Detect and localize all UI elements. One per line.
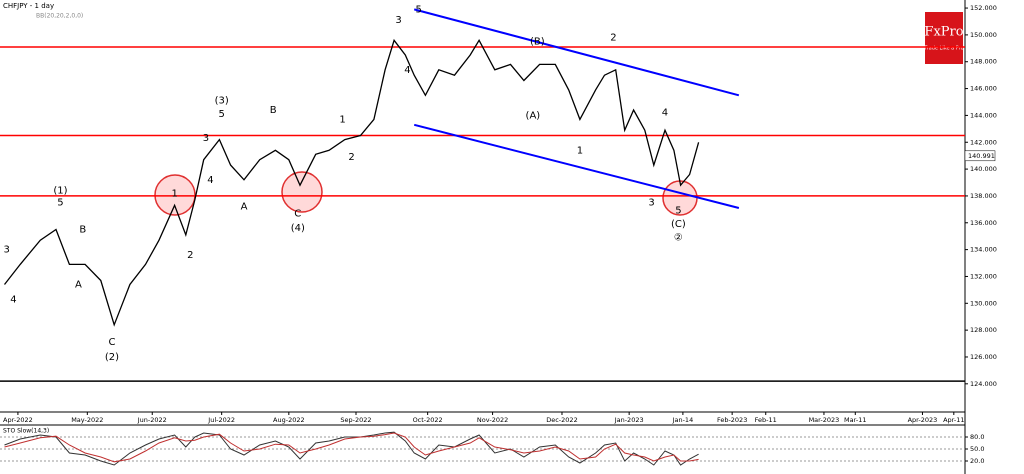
- wave-label: 5: [218, 109, 224, 120]
- series-line: [4, 431, 699, 466]
- last-price-label: 140.991: [968, 152, 995, 160]
- x-tick-label: Feb-11: [755, 416, 777, 424]
- y-tick-label: 144.000: [970, 111, 997, 119]
- wave-label: B: [79, 224, 86, 235]
- channel-line: [413, 8, 740, 97]
- y-tick-label: 152.000: [970, 4, 997, 12]
- y-tick-label: 150.000: [970, 31, 997, 39]
- series-line: [4, 432, 699, 463]
- y-tick-label: 128.000: [970, 326, 997, 334]
- y-tick-label: 80.0: [970, 433, 984, 441]
- x-tick-label: Mar-2023: [809, 416, 840, 424]
- logo-box: [925, 12, 963, 64]
- wave-label: (3): [215, 96, 229, 107]
- wave-label: (2): [105, 352, 119, 363]
- wave-label: (C): [671, 219, 686, 230]
- x-tick-label: Mar-11: [844, 416, 866, 424]
- wave-label: 3: [648, 198, 654, 209]
- x-tick-label: Feb-2023: [717, 416, 747, 424]
- y-tick-label: 138.000: [970, 192, 997, 200]
- y-tick-label: 134.000: [970, 246, 997, 254]
- x-tick-label: Jan-14: [672, 416, 694, 424]
- y-tick-label: 50.0: [970, 445, 984, 453]
- wave-label: 4: [404, 65, 410, 76]
- wave-label: 1: [577, 145, 583, 156]
- y-tick-label: 136.000: [970, 219, 997, 227]
- x-tick-label: Apr-11: [943, 416, 964, 424]
- x-tick-label: Dec-2022: [546, 416, 577, 424]
- y-tick-label: 140.000: [970, 165, 997, 173]
- x-tick-label: Apr-2023: [908, 416, 938, 424]
- y-tick-label: 148.000: [970, 58, 997, 66]
- x-tick-label: Apr-2022: [3, 416, 33, 424]
- wave-label: 2: [187, 250, 193, 261]
- wave-label: 1: [339, 114, 345, 125]
- wave-label: 4: [662, 108, 668, 119]
- wave-label: 5: [416, 4, 422, 15]
- y-tick-label: 126.000: [970, 353, 997, 361]
- wave-label: 4: [207, 175, 213, 186]
- y-tick-label: 146.000: [970, 85, 997, 93]
- x-tick-label: Jun-2022: [137, 416, 167, 424]
- y-tick-label: 124.000: [970, 380, 997, 388]
- wave-label: A: [75, 280, 82, 291]
- x-tick-label: Jan-2023: [614, 416, 644, 424]
- wave-label: C: [108, 337, 115, 348]
- wave-label: 2: [348, 152, 354, 163]
- wave-label: ②: [674, 233, 683, 244]
- logo-name: FxPro: [924, 25, 963, 40]
- wave-label: 3: [4, 245, 10, 256]
- series-line: [3, 38, 700, 327]
- x-tick-label: Oct-2022: [413, 416, 443, 424]
- wave-label: C: [294, 208, 301, 219]
- indicator-label: BB(20,20,2,0,0): [36, 13, 83, 20]
- last-price-box: [964, 150, 996, 162]
- wave-label: (A): [526, 110, 541, 121]
- logo-tagline: Trade Like a Pro: [923, 46, 963, 52]
- wave-label: 1: [171, 188, 177, 199]
- wave-label: (B): [530, 37, 545, 48]
- highlight-circle: [281, 171, 323, 213]
- wave-label: 3: [203, 133, 209, 144]
- wave-label: 5: [675, 206, 681, 217]
- y-tick-label: 20.0: [970, 457, 984, 465]
- wave-label: 4: [10, 294, 16, 305]
- x-tick-label: Sep-2022: [340, 416, 371, 424]
- y-tick-label: 132.000: [970, 272, 997, 280]
- highlight-circle: [154, 174, 196, 216]
- wave-label: (1): [53, 186, 67, 197]
- chart-title: CHFJPY - 1 day: [3, 2, 54, 10]
- wave-label: 3: [395, 15, 401, 26]
- x-tick-label: Aug-2022: [273, 416, 305, 424]
- y-tick-label: 142.000: [970, 138, 997, 146]
- x-tick-label: May-2022: [71, 416, 103, 424]
- panel-title: STO Slow(14,3): [3, 428, 49, 435]
- wave-label: 2: [610, 33, 616, 44]
- wave-label: A: [241, 202, 248, 213]
- y-tick-label: 130.000: [970, 299, 997, 307]
- x-tick-label: Jul-2022: [207, 416, 235, 424]
- wave-label: B: [270, 105, 277, 116]
- wave-label: 5: [57, 198, 63, 209]
- wave-label: (4): [291, 223, 305, 234]
- x-tick-label: Nov-2022: [477, 416, 508, 424]
- channel-line: [413, 123, 740, 209]
